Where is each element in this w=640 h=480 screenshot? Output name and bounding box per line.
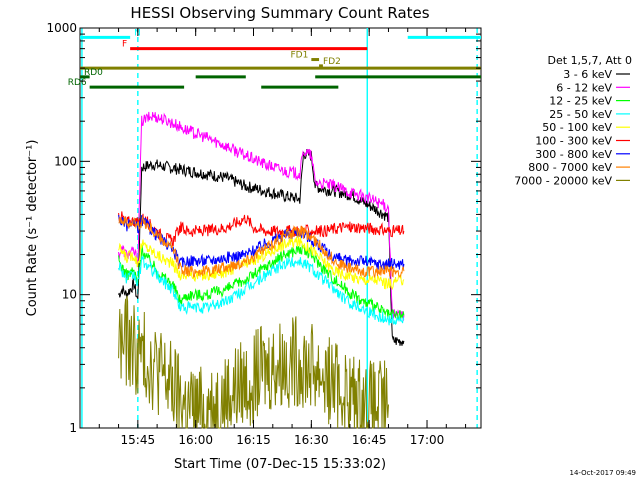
x-tick-label: 15:45 xyxy=(121,433,156,447)
y-tick-label: 1 xyxy=(69,421,77,435)
plot-area xyxy=(79,27,482,429)
annotation-bar-label: RD0 xyxy=(84,68,103,78)
plot-frame xyxy=(79,27,482,429)
x-tick-label: 16:15 xyxy=(236,433,271,447)
y-tick-label: 1000 xyxy=(46,21,77,35)
series-line xyxy=(118,111,405,321)
legend-label: 25 - 50 keV xyxy=(549,108,612,121)
series-line xyxy=(118,236,405,291)
x-tick-label: 16:30 xyxy=(294,433,329,447)
series-line xyxy=(118,255,405,326)
legend-label: 300 - 800 keV xyxy=(535,148,612,161)
timestamp: 14-Oct-2017 09:49 xyxy=(570,469,636,477)
chart-title: HESSI Observing Summary Count Rates xyxy=(130,4,429,22)
x-axis-label: Start Time (07-Dec-15 15:33:02) xyxy=(174,457,386,472)
legend-label: 7000 - 20000 keV xyxy=(514,174,612,187)
x-tick-label: 16:45 xyxy=(352,433,387,447)
legend-label: 6 - 12 keV xyxy=(556,81,612,94)
legend-label: 800 - 7000 keV xyxy=(528,161,612,174)
y-tick-label: 100 xyxy=(54,154,77,168)
series-layer xyxy=(118,111,405,429)
x-tick-label: 16:00 xyxy=(178,433,213,447)
annotation-bar-label: F xyxy=(122,40,127,50)
annotation-bar-label: FD2 xyxy=(323,57,341,67)
series-line xyxy=(118,149,405,346)
x-tick-label: 17:00 xyxy=(410,433,445,447)
annotation-bar-label: RD6 xyxy=(68,78,87,88)
legend-label: 50 - 100 keV xyxy=(542,121,612,134)
legend-title: Det 1,5,7, Att 0 xyxy=(548,54,632,67)
y-tick-label: 10 xyxy=(62,288,77,302)
legend-label: 3 - 6 keV xyxy=(563,68,612,81)
y-axis-label: Count Rate (s⁻¹ detector⁻¹) xyxy=(25,140,40,317)
legend-label: 12 - 25 keV xyxy=(549,95,612,108)
series-line xyxy=(118,216,405,279)
axis-layer: 15:45 16:00 16:15 16:30 16:45 17:00 1 10 100 1000 xyxy=(46,21,481,447)
annotation-bar-label: FD1 xyxy=(291,51,309,61)
legend-label: 100 - 300 keV xyxy=(535,135,612,148)
annotation-layer: NFFD1FD2RD0RD6 xyxy=(68,28,481,428)
